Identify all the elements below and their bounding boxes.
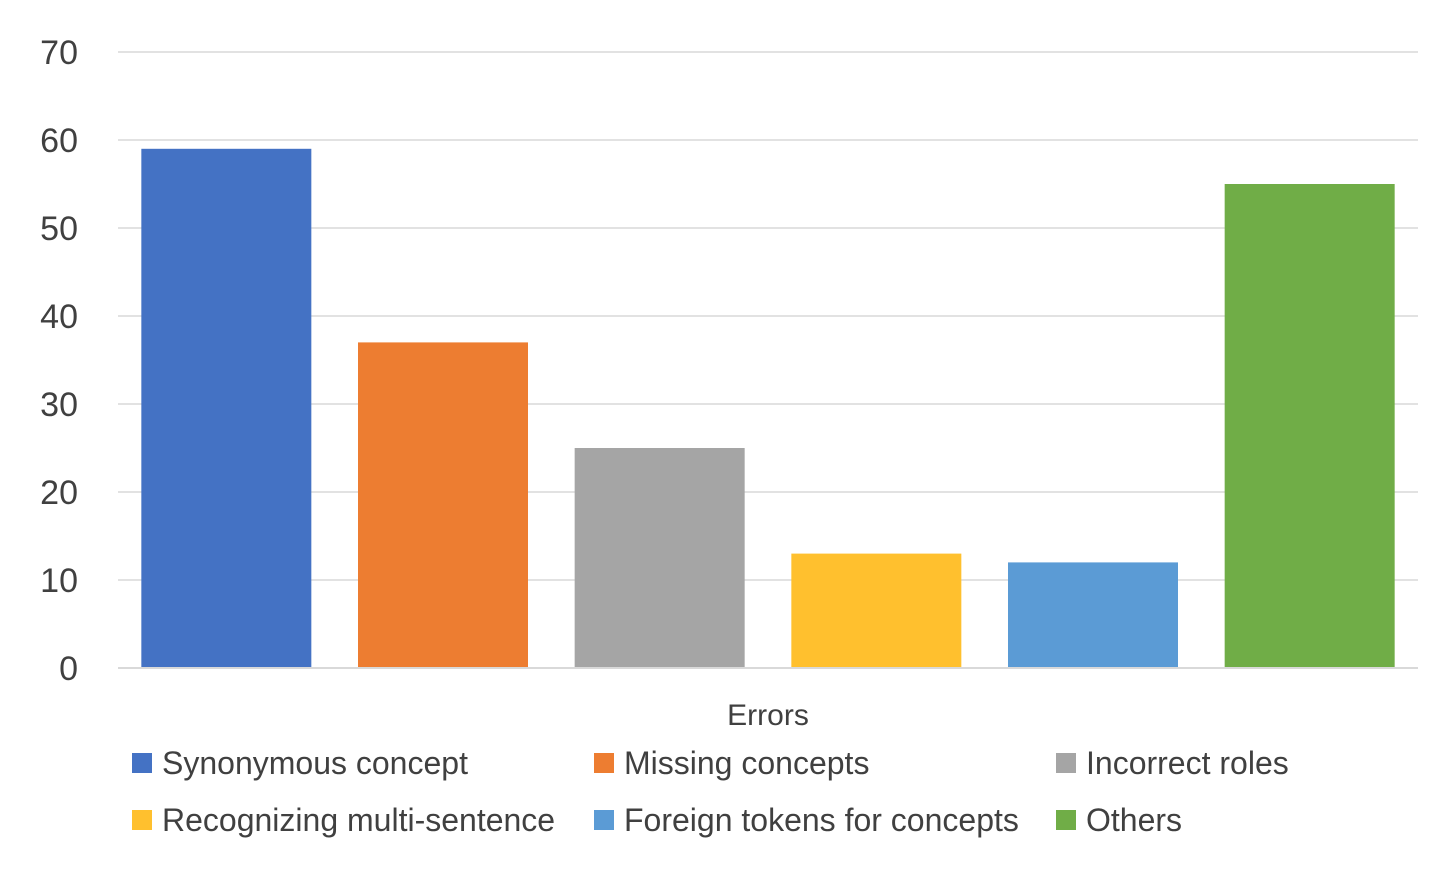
bar-recognizing-multi-sentence <box>791 553 962 668</box>
y-tick-label: 60 <box>40 122 78 160</box>
y-tick-label: 30 <box>40 386 78 424</box>
y-tick-label: 10 <box>40 562 78 600</box>
legend-label: Others <box>1086 802 1182 838</box>
y-tick-label: 50 <box>40 210 78 248</box>
legend-label: Foreign tokens for concepts <box>624 802 1019 838</box>
bar-missing-concepts <box>358 342 528 668</box>
legend-swatch <box>594 810 614 830</box>
legend-label: Synonymous concept <box>162 745 468 781</box>
bar-synonymous-concept <box>141 148 312 669</box>
bar-others <box>1224 184 1395 668</box>
legend-label: Incorrect roles <box>1086 745 1289 781</box>
y-tick-label: 40 <box>40 298 78 336</box>
legend-swatch <box>132 753 152 773</box>
legend-swatch <box>594 753 614 773</box>
axes: 0 10 20 30 40 50 60 70 Errors <box>40 34 1418 732</box>
bar-foreign-tokens-for-concepts <box>1008 562 1178 668</box>
legend-swatch <box>132 810 152 830</box>
legend-swatch <box>1056 753 1076 773</box>
gridlines <box>118 51 1418 581</box>
legend-label: Missing concepts <box>624 745 869 781</box>
y-tick-label: 0 <box>59 650 78 688</box>
bars <box>141 148 1395 669</box>
legend: Synonymous concept Missing concepts Incorr… <box>132 745 1289 838</box>
y-tick-label: 20 <box>40 474 78 512</box>
x-category-label: Errors <box>727 699 809 732</box>
y-tick-label: 70 <box>40 34 78 72</box>
bar-incorrect-roles <box>574 448 745 668</box>
legend-label: Recognizing multi-sentence <box>162 802 555 838</box>
legend-swatch <box>1056 810 1076 830</box>
